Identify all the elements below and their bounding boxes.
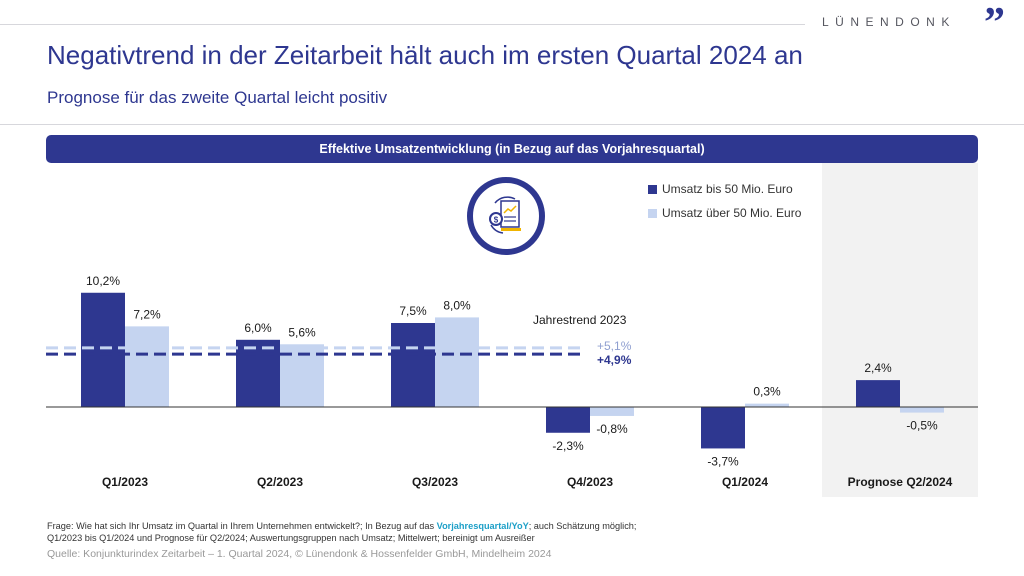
forecast-background [822,163,978,497]
chart-title-banner: Effektive Umsatzentwicklung (in Bezug au… [46,135,978,163]
footnote-text: ; auch Schätzung möglich; [528,521,637,531]
category-label: Q4/2023 [567,475,613,489]
bar-light-4 [745,403,789,407]
source-note: Quelle: Konjunkturindex Zeitarbeit – 1. … [47,548,552,560]
legend-swatch-light [648,208,657,218]
bar-dark-0 [81,292,125,407]
footnote-text-line2: Q1/2023 bis Q1/2024 und Prognose für Q2/… [47,533,535,543]
data-label: 7,2% [133,307,161,321]
bar-dark-2 [391,323,435,407]
chart-title: Effektive Umsatzentwicklung (in Bezug au… [319,142,705,156]
legend-item-dark: Umsatz bis 50 Mio. Euro [648,177,801,201]
bar-light-0 [125,326,169,407]
bar-dark-4 [701,407,745,449]
revenue-report-icon: $ [465,175,547,257]
category-label: Q2/2023 [257,475,303,489]
legend-label: Umsatz über 50 Mio. Euro [662,206,802,220]
data-label: 5,6% [288,325,316,339]
legend-item-light: Umsatz über 50 Mio. Euro [648,201,801,225]
footnote-highlight: Vorjahresquartal/YoY [436,521,529,531]
bar-light-2 [435,317,479,407]
category-label: Q1/2023 [102,475,148,489]
top-divider [0,24,805,25]
trend-label: +5,1% [597,339,632,353]
category-label: Prognose Q2/2024 [848,475,953,489]
bar-dark-3 [546,407,590,433]
data-label: 0,3% [753,385,781,399]
bar-dark-1 [236,339,280,407]
data-label: -0,8% [596,422,628,436]
trend-label: +4,9% [597,353,632,367]
legend-label: Umsatz bis 50 Mio. Euro [662,182,793,196]
category-label: Q3/2023 [412,475,458,489]
footnote-question: Frage: Wie hat sich Ihr Umsatz im Quarta… [47,520,1007,544]
page-title: Negativtrend in der Zeitarbeit hält auch… [47,40,803,70]
bar-dark-5 [856,380,900,407]
data-label: 7,5% [399,304,427,318]
data-label: 2,4% [864,361,892,375]
trend-title: Jahrestrend 2023 [533,313,627,327]
data-label: 10,2% [86,274,120,288]
header-divider [0,124,1024,125]
data-label: -0,5% [906,419,938,433]
bar-light-5 [900,407,944,413]
brand-logo-text: LÜNENDONK [822,15,956,29]
brand-quote-icon: ” [984,0,1005,46]
bar-light-3 [590,407,634,416]
page-subtitle: Prognose für das zweite Quartal leicht p… [47,88,388,107]
data-label: -2,3% [552,439,584,453]
svg-text:$: $ [494,216,499,225]
data-label: 8,0% [443,298,471,312]
category-label: Q1/2024 [722,475,768,489]
data-label: -3,7% [707,454,739,468]
chart-legend: Umsatz bis 50 Mio. Euro Umsatz über 50 M… [648,177,801,225]
data-label: 6,0% [244,321,272,335]
legend-swatch-dark [648,184,657,194]
footnote-text: Frage: Wie hat sich Ihr Umsatz im Quarta… [47,521,437,531]
